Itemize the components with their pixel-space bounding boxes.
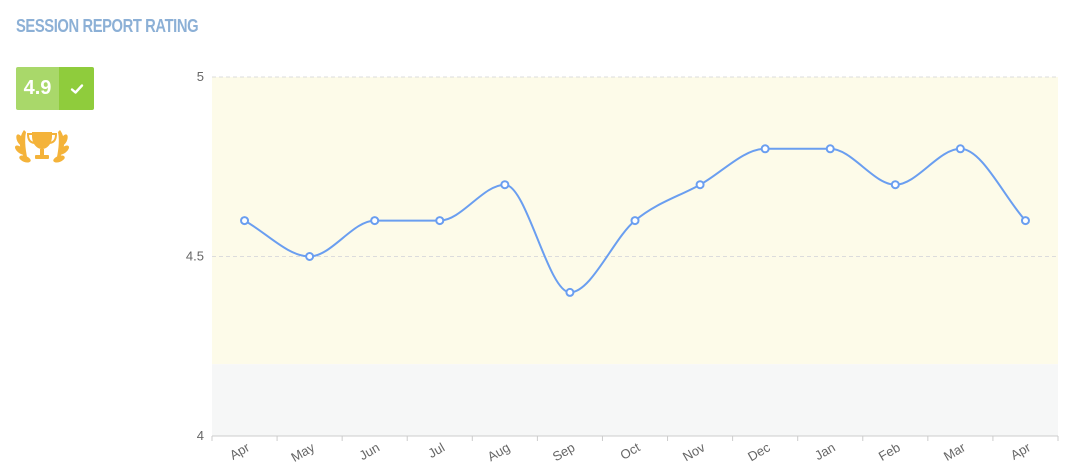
y-tick-label-0: 4: [197, 428, 204, 443]
x-tick-label-3: Jul: [425, 440, 447, 461]
data-point-10: [890, 180, 900, 190]
data-point-3: [435, 216, 445, 226]
x-tick-label-0: Apr: [227, 439, 253, 462]
data-point-2: [370, 216, 380, 226]
data-point-5: [565, 287, 575, 297]
data-point-12: [1020, 216, 1030, 226]
rating-score: 4.9: [16, 67, 59, 110]
x-axis: Apr May Jun Jul Aug Sep Oct Nov Dec Jan Feb Mar Apr: [211, 435, 1059, 463]
x-tick-label-12: Apr: [1008, 439, 1034, 462]
x-tick-label-5: Sep: [550, 440, 578, 463]
data-point-9: [825, 144, 835, 154]
data-point-11: [955, 144, 965, 154]
data-point-6: [630, 216, 640, 226]
data-point-0: [240, 216, 250, 226]
x-tick-label-6: Oct: [617, 439, 642, 462]
x-tick-label-1: May: [288, 439, 317, 463]
plot-band-1: [212, 364, 1058, 436]
data-point-1: [305, 252, 315, 261]
x-tick-label-7: Nov: [680, 439, 708, 463]
chart-title: SESSION REPORT RATING: [16, 16, 199, 36]
y-tick-label-1: 4.5: [186, 249, 204, 264]
x-tick-label-10: Feb: [876, 440, 903, 463]
data-point-8: [760, 144, 770, 154]
y-axis-ticks: 44.55: [186, 69, 204, 443]
grid-lines: [212, 76, 1058, 257]
series-points: [240, 144, 1030, 297]
x-tick-label-2: Jun: [357, 440, 383, 463]
data-point-7: [695, 180, 705, 190]
x-tick-label-4: Aug: [485, 440, 513, 463]
x-tick-label-11: Mar: [941, 439, 968, 463]
data-point-4: [500, 180, 510, 190]
y-tick-label-2: 5: [197, 69, 204, 84]
trophy-icon: [14, 122, 70, 168]
x-tick-label-9: Jan: [812, 440, 838, 463]
check-icon: [59, 67, 94, 110]
rating-badge: 4.9: [16, 67, 94, 110]
x-tick-label-8: Dec: [745, 439, 773, 463]
